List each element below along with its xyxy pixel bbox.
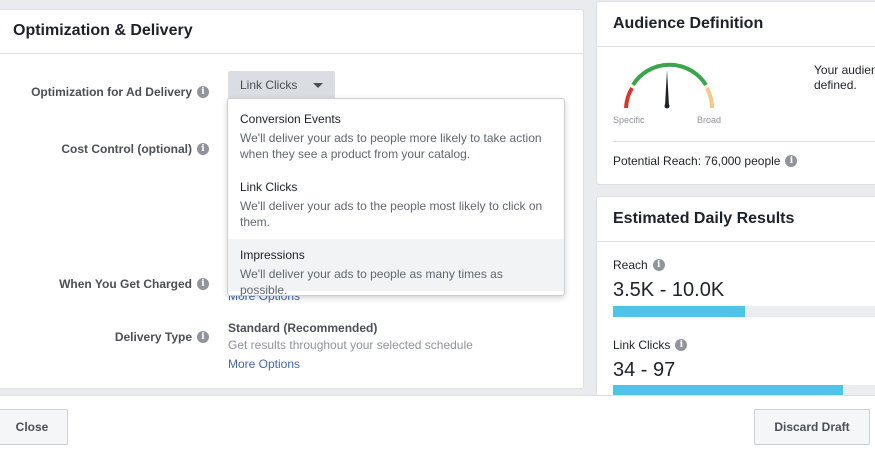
estimated-daily-results-panel: Estimated Daily Results Reach i 3.5K - 1…	[596, 196, 875, 396]
info-icon[interactable]: i	[197, 143, 209, 155]
close-button[interactable]: Close	[0, 409, 68, 445]
menu-item-title: Link Clicks	[240, 180, 298, 194]
menu-item-impressions[interactable]: Impressions We'll deliver your ads to pe…	[228, 239, 564, 297]
cost-control-label: Cost Control (optional)	[61, 142, 192, 156]
optimization-label: Optimization for Ad Delivery	[31, 85, 192, 99]
divider	[613, 141, 875, 142]
discard-draft-button[interactable]: Discard Draft	[754, 409, 870, 445]
optimization-dropdown[interactable]: Link Clicks	[228, 71, 335, 99]
dropdown-value: Link Clicks	[240, 78, 298, 92]
cost-control-label-row: Cost Control (optional) i	[61, 142, 209, 156]
info-icon[interactable]: i	[197, 86, 209, 98]
menu-item-conversion-events[interactable]: Conversion Events We'll deliver your ads…	[228, 112, 564, 162]
when-charged-label-row: When You Get Charged i	[59, 277, 209, 291]
link-clicks-label-row: Link Clicks i	[613, 338, 688, 352]
audience-text-line: Your audien	[814, 63, 875, 77]
audience-definition-panel: Audience Definition Specific Broad Your …	[596, 1, 875, 185]
gauge-specific-label: Specific	[613, 115, 645, 125]
menu-item-title: Conversion Events	[240, 112, 341, 126]
info-icon[interactable]: i	[675, 339, 688, 351]
delivery-type-description: Get results throughout your selected sch…	[228, 338, 473, 352]
menu-item-description: We'll deliver your ads to people more li…	[240, 131, 542, 161]
audience-gauge-icon	[624, 62, 714, 109]
divider	[597, 241, 875, 242]
panel-title: Audience Definition	[613, 15, 764, 32]
menu-item-title: Impressions	[240, 248, 305, 262]
menu-item-link-clicks[interactable]: Link Clicks We'll deliver your ads to th…	[228, 180, 564, 230]
reach-label-row: Reach i	[613, 258, 665, 272]
potential-reach-row: Potential Reach: 76,000 people i	[613, 154, 798, 168]
panel-header: Optimization & Delivery	[0, 10, 583, 54]
gauge-broad-label: Broad	[697, 115, 722, 125]
divider	[597, 46, 875, 47]
potential-reach: Potential Reach: 76,000 people	[613, 154, 781, 168]
metric-value: 3.5K - 10.0K	[613, 279, 725, 301]
info-icon[interactable]: i	[197, 331, 209, 343]
reach-bar	[613, 306, 875, 317]
audience-description: Your audien defined.	[814, 63, 875, 93]
panel-title: Estimated Daily Results	[613, 210, 795, 227]
optimization-dropdown-menu: Conversion Events We'll deliver your ads…	[227, 98, 565, 297]
info-icon[interactable]: i	[652, 259, 665, 271]
menu-item-description: We'll deliver your ads to people as many…	[240, 267, 503, 297]
metric-label: Link Clicks	[613, 338, 671, 352]
optimization-label-row: Optimization for Ad Delivery i	[31, 85, 209, 99]
link-clicks-bar	[613, 385, 875, 396]
panel-title: Optimization & Delivery	[13, 22, 193, 39]
audience-text-line: defined.	[814, 78, 857, 92]
metric-value: 34 - 97	[613, 359, 676, 381]
bar-fill	[613, 306, 745, 317]
delivery-type-value: Standard (Recommended)	[228, 321, 378, 335]
menu-item-description: We'll deliver your ads to the people mos…	[240, 199, 543, 229]
info-icon[interactable]: i	[197, 278, 209, 290]
delivery-more-options-link[interactable]: More Options	[228, 357, 301, 371]
metric-label: Reach	[613, 258, 648, 272]
info-icon[interactable]: i	[785, 155, 798, 167]
delivery-type-label-row: Delivery Type i	[115, 330, 209, 344]
delivery-type-label: Delivery Type	[114, 330, 192, 344]
caret-down-icon	[313, 83, 323, 88]
bar-fill	[613, 385, 843, 396]
footer: Close Discard Draft	[0, 395, 875, 450]
when-charged-label: When You Get Charged	[59, 277, 192, 291]
